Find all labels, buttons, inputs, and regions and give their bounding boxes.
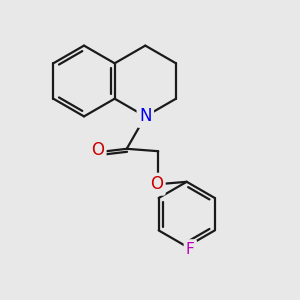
Text: N: N bbox=[139, 107, 152, 125]
Text: F: F bbox=[186, 242, 195, 256]
Text: O: O bbox=[91, 141, 104, 159]
Text: O: O bbox=[150, 175, 163, 193]
